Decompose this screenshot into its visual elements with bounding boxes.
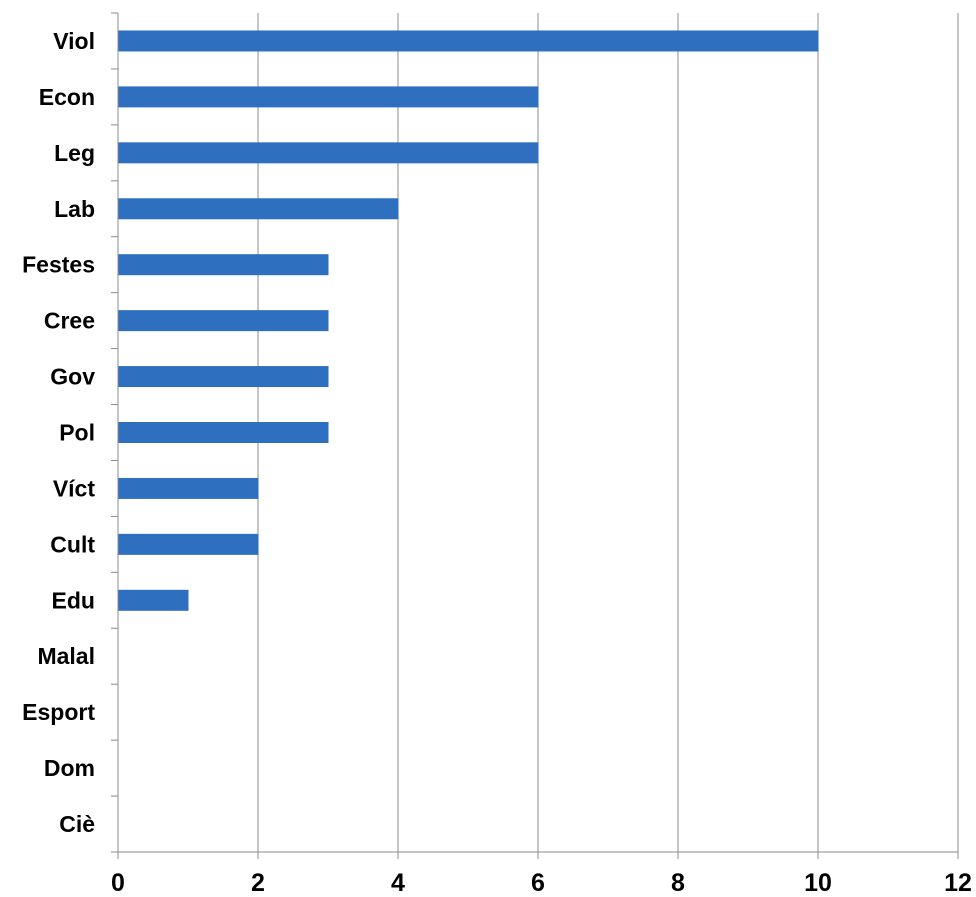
x-tick-label: 8 [671, 869, 685, 897]
x-tick-label: 0 [111, 869, 125, 897]
bar-festes [118, 254, 329, 276]
category-label: Leg [54, 140, 95, 166]
category-label: Dom [44, 755, 95, 781]
axes [111, 12, 959, 859]
bar-lab [118, 198, 399, 220]
category-label: Festes [22, 252, 95, 278]
x-tick-label: 10 [804, 869, 832, 897]
bar-leg [118, 142, 539, 164]
category-label: Cree [44, 308, 95, 334]
category-label: Pol [59, 420, 95, 446]
category-labels: Viol Econ Leg Lab Festes Cree Gov Pol Víct Cult Ed… [22, 28, 95, 837]
x-tick-label: 2 [251, 869, 265, 897]
x-tick-label: 4 [391, 869, 405, 897]
x-tick-label: 12 [944, 869, 972, 897]
category-label: Ciè [59, 811, 95, 837]
bar-cree [118, 310, 329, 332]
category-label: Econ [39, 84, 95, 110]
x-tick-labels: 0 2 4 6 8 10 12 [111, 869, 972, 897]
bars [118, 30, 819, 611]
bar-edu [118, 589, 189, 611]
bar-gov [118, 366, 329, 388]
category-label: Esport [22, 699, 95, 725]
x-tick-label: 6 [531, 869, 545, 897]
bar-econ [118, 86, 539, 108]
bar-víct [118, 477, 259, 499]
gridlines [257, 13, 959, 852]
category-label: Víct [53, 475, 96, 501]
bar-viol [118, 30, 819, 52]
category-label: Cult [50, 531, 95, 557]
category-label: Gov [50, 364, 95, 390]
category-label: Lab [54, 196, 95, 222]
bar-cult [118, 533, 259, 555]
category-label: Malal [37, 643, 95, 669]
category-label: Edu [52, 587, 95, 613]
category-label: Viol [53, 28, 95, 54]
bar-pol [118, 422, 329, 443]
